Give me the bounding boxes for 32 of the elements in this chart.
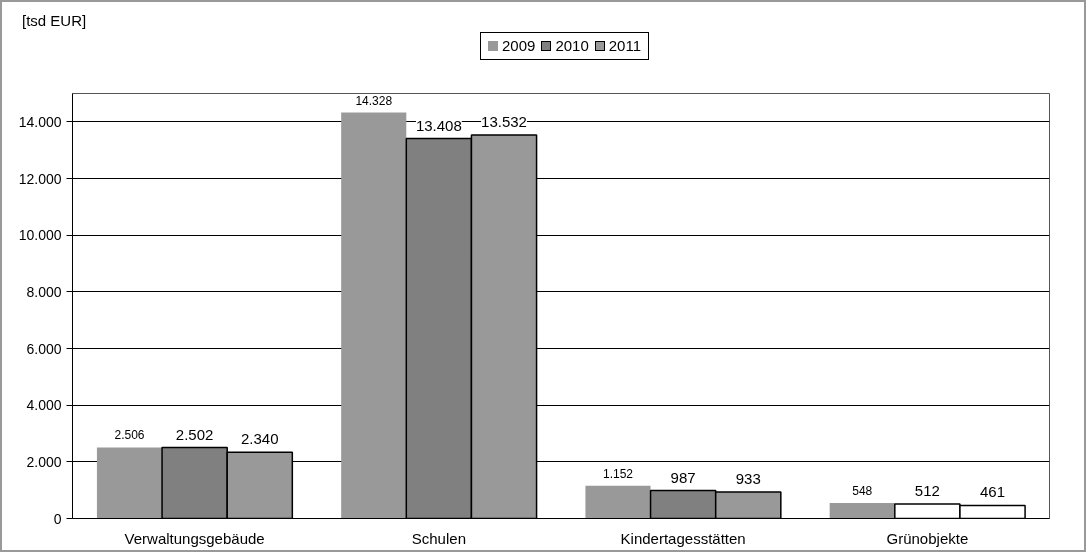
y-tick-label: 10.000 — [18, 227, 62, 244]
y-tick-label: 4.000 — [26, 397, 62, 414]
legend-label: 2009 — [502, 36, 536, 57]
y-tick-label: 6.000 — [26, 340, 62, 357]
legend-label: 2010 — [555, 36, 589, 57]
data-label: 461 — [979, 483, 1006, 501]
x-tick-label: Grünobjekte — [886, 529, 969, 547]
data-label: 2.502 — [175, 425, 214, 443]
data-label: 2.340 — [240, 430, 279, 448]
bar — [829, 502, 895, 519]
data-label: 933 — [735, 470, 761, 488]
x-tick-label: Schulen — [411, 529, 466, 547]
data-label: 13.532 — [481, 113, 527, 131]
y-tick-label: 2.000 — [26, 453, 62, 470]
ylabel: [tsd EUR] — [22, 11, 87, 31]
data-label: 1.152 — [602, 466, 634, 481]
bar — [96, 447, 163, 519]
y-tick-label: 8.000 — [26, 283, 62, 300]
bar — [341, 112, 407, 519]
y-tick-label: 14.000 — [18, 113, 62, 130]
data-label: 512 — [914, 481, 940, 499]
data-label: 987 — [670, 468, 696, 486]
data-label: 13.408 — [415, 116, 462, 134]
data-label: 2.506 — [114, 428, 145, 443]
y-tick-label: 12.000 — [18, 170, 62, 187]
x-tick-label: Verwaltungsgebäude — [124, 529, 265, 547]
data-label: 548 — [852, 483, 873, 498]
x-tick-label: Kindertagesstätten — [620, 529, 746, 547]
bar — [585, 485, 651, 519]
data-label: 14.328 — [355, 93, 393, 108]
legend-label: 2011 — [608, 36, 642, 57]
y-tick-label: 0 — [53, 510, 62, 527]
